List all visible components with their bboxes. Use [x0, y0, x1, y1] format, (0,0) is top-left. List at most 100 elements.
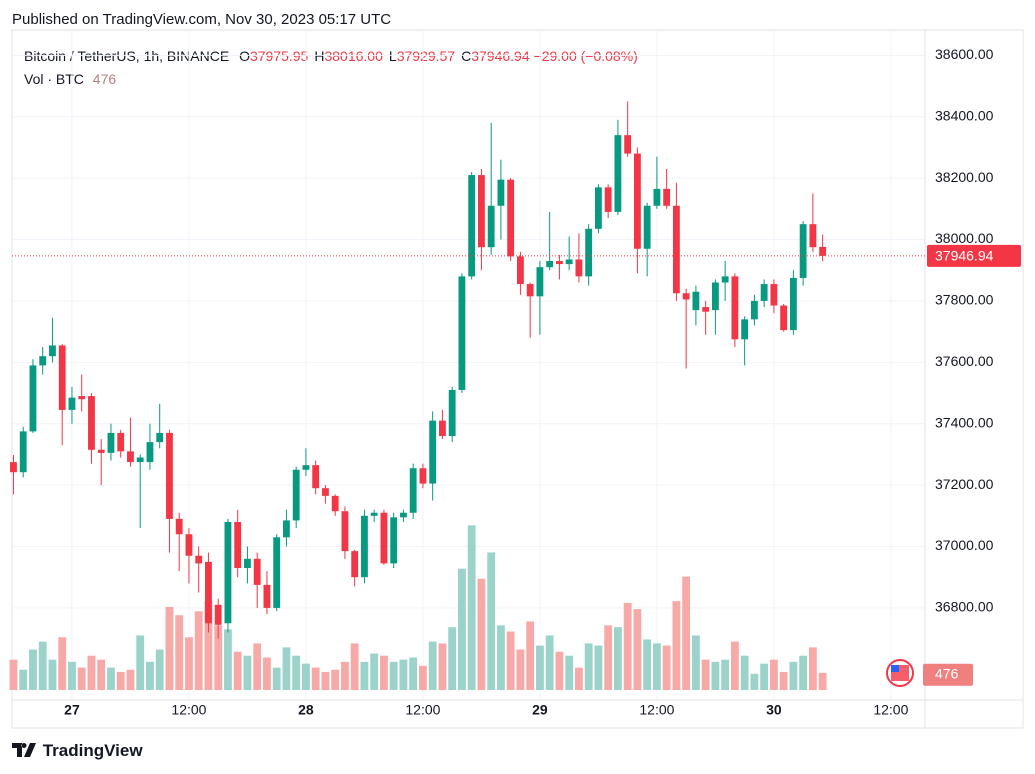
- y-tick-label: 38600.00: [935, 46, 994, 62]
- candle-body: [526, 284, 534, 297]
- volume-bar: [389, 661, 398, 690]
- volume-bar: [789, 661, 798, 690]
- volume-bar: [555, 651, 564, 690]
- brand-logo: [12, 743, 36, 757]
- candle-body: [234, 521, 242, 568]
- volume-bar: [360, 661, 369, 690]
- candle-body: [78, 396, 86, 400]
- volume-bar: [302, 663, 310, 690]
- candle-body: [585, 228, 593, 277]
- candle-body: [244, 558, 251, 568]
- candle-body: [117, 432, 125, 452]
- volume-bar: [77, 667, 86, 690]
- candle-body: [478, 175, 485, 248]
- y-tick-label: 38200.00: [935, 169, 994, 185]
- flag-icon: [886, 659, 914, 687]
- volume-bar: [818, 672, 827, 690]
- volume-label: Vol · BTC: [24, 71, 84, 87]
- volume-bar: [497, 625, 505, 690]
- volume-bar: [769, 659, 778, 690]
- candle-body: [799, 224, 807, 278]
- x-tick-label: 12:00: [873, 702, 908, 718]
- candle-body: [322, 488, 329, 496]
- volume-bar: [19, 669, 28, 690]
- candle-body: [575, 259, 583, 277]
- candle-body: [546, 261, 554, 268]
- volume-legend: Vol · BTC 476: [24, 71, 116, 87]
- candle-body: [29, 365, 37, 432]
- candle-body: [49, 345, 56, 357]
- volume-bar: [350, 643, 359, 690]
- candle-body: [721, 276, 729, 283]
- volume-tag-label: 476: [935, 666, 959, 682]
- x-tick-label: 12:00: [405, 702, 440, 718]
- volume-bar: [633, 609, 642, 690]
- candle-body: [770, 284, 778, 306]
- brand: TradingView: [12, 741, 143, 761]
- candle-body: [604, 187, 612, 212]
- candle-body: [58, 345, 66, 410]
- change: −29.00 (−0.08%): [533, 48, 638, 64]
- volume-bar: [126, 669, 135, 690]
- ohlc-value: 37946.94: [471, 48, 530, 64]
- x-tick-label: 27: [64, 702, 80, 718]
- volume-bar: [321, 671, 330, 690]
- symbol: Bitcoin / TetherUS, 1h, BINANCE: [24, 48, 230, 64]
- candle-body: [682, 293, 690, 300]
- ohlc-key: H: [314, 48, 325, 64]
- candle-body: [633, 153, 641, 249]
- volume-bar: [750, 673, 759, 690]
- candle-body: [439, 420, 446, 436]
- volume-bar: [146, 661, 154, 690]
- candle-body: [97, 449, 105, 453]
- y-tick-label: 36800.00: [935, 599, 994, 615]
- candle-body: [400, 512, 407, 518]
- candle-body: [175, 518, 183, 535]
- candle-body: [741, 319, 749, 340]
- y-tick-label: 37200.00: [935, 476, 994, 492]
- volume-bar: [107, 667, 115, 690]
- candle-body: [594, 187, 602, 229]
- candle-body: [565, 259, 573, 265]
- candle-body: [156, 432, 164, 443]
- volume-bar: [545, 635, 554, 690]
- candle-body: [107, 432, 115, 453]
- volume-bar: [740, 655, 749, 690]
- volume-bar: [409, 657, 418, 690]
- candle-body: [624, 135, 632, 154]
- volume-bar: [292, 655, 301, 690]
- candle-body: [195, 555, 203, 564]
- candle-body: [136, 457, 144, 463]
- candle-body: [312, 465, 320, 489]
- candle-body: [205, 561, 212, 624]
- volume-bar: [565, 655, 574, 690]
- candle-body: [487, 205, 495, 248]
- candle-body: [789, 277, 797, 331]
- y-tick-label: 38000.00: [935, 230, 994, 246]
- volume-bar: [97, 659, 106, 690]
- candle-body: [419, 468, 427, 484]
- volume-bar: [214, 625, 223, 690]
- candle-body: [507, 179, 515, 257]
- candle-body: [273, 537, 281, 608]
- volume-bar: [438, 643, 447, 690]
- candle-body: [166, 432, 173, 519]
- candle-body: [711, 282, 719, 311]
- volume-bar: [155, 649, 164, 690]
- y-tick-label: 37800.00: [935, 292, 994, 308]
- brand-text: TradingView: [42, 741, 143, 760]
- last-price-label: 37946.94: [935, 248, 994, 264]
- candle-body: [370, 512, 378, 516]
- x-tick-label: 12:00: [171, 702, 206, 718]
- volume-bar: [535, 645, 544, 690]
- volume-bar: [487, 552, 496, 690]
- ohlc-legend: O37975.95 H38016.00 L37929.57 C37946.94: [233, 48, 530, 64]
- volume-bar: [643, 639, 652, 690]
- volume-bar: [233, 651, 242, 690]
- flag-canton: [891, 665, 899, 672]
- x-tick-label: 29: [532, 702, 548, 718]
- candle-body: [643, 205, 651, 249]
- volume-bar: [58, 637, 67, 690]
- candle-body: [214, 604, 222, 625]
